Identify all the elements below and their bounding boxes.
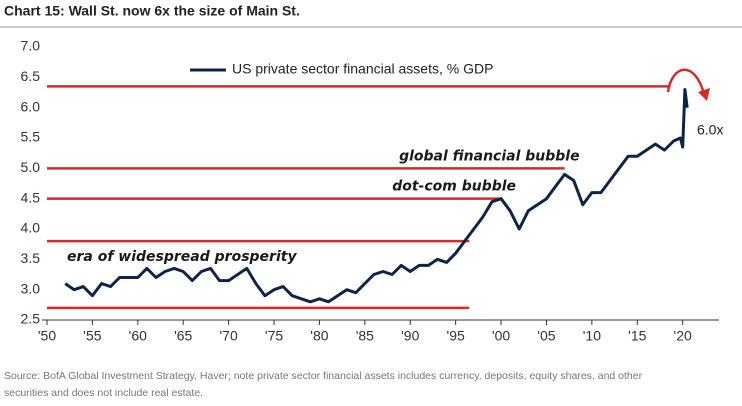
y-tick-label: 3.0 — [21, 280, 41, 296]
legend-label: US private sector financial assets, % GD… — [232, 61, 493, 77]
annotation: dot-com bubble — [392, 179, 516, 195]
annotation: global financial bubble — [399, 148, 580, 164]
y-tick-label: 5.5 — [21, 129, 41, 145]
chart-title: Chart 15: Wall St. now 6x the size of Ma… — [4, 3, 300, 19]
y-tick-label: 3.5 — [21, 250, 41, 266]
data-line — [64, 88, 689, 304]
y-tick-label: 6.5 — [21, 68, 41, 84]
y-tick-label: 6.0 — [21, 98, 41, 114]
x-tick-label: '75 — [265, 328, 283, 344]
x-tick-label: '50 — [38, 328, 56, 344]
x-tick-label: '95 — [447, 328, 465, 344]
y-tick-label: 5.0 — [21, 159, 41, 175]
x-tick-label: '00 — [492, 328, 510, 344]
y-tick-label: 7.0 — [21, 38, 41, 54]
x-tick-label: '15 — [628, 328, 646, 344]
y-tick-label: 4.5 — [21, 189, 41, 205]
x-tick-label: '90 — [401, 328, 419, 344]
annotation: 6.0x — [697, 122, 723, 138]
x-tick-label: '65 — [174, 328, 192, 344]
x-tick-label: '70 — [219, 328, 237, 344]
x-tick-label: '05 — [537, 328, 555, 344]
x-tick-label: '20 — [674, 328, 692, 344]
source: securities and does not include real est… — [4, 387, 203, 399]
x-tick-label: '60 — [129, 328, 147, 344]
x-tick-label: '10 — [583, 328, 601, 344]
annotation: era of widespread prosperity — [67, 249, 297, 265]
y-tick-label: 2.5 — [21, 311, 41, 327]
x-tick-label: '55 — [83, 328, 101, 344]
arrow-head — [698, 88, 710, 101]
x-tick-label: '80 — [310, 328, 328, 344]
y-tick-label: 4.0 — [21, 220, 41, 236]
source: Source: BofA Global Investment Strategy,… — [4, 370, 643, 382]
x-tick-label: '85 — [356, 328, 374, 344]
arrow — [666, 68, 706, 95]
